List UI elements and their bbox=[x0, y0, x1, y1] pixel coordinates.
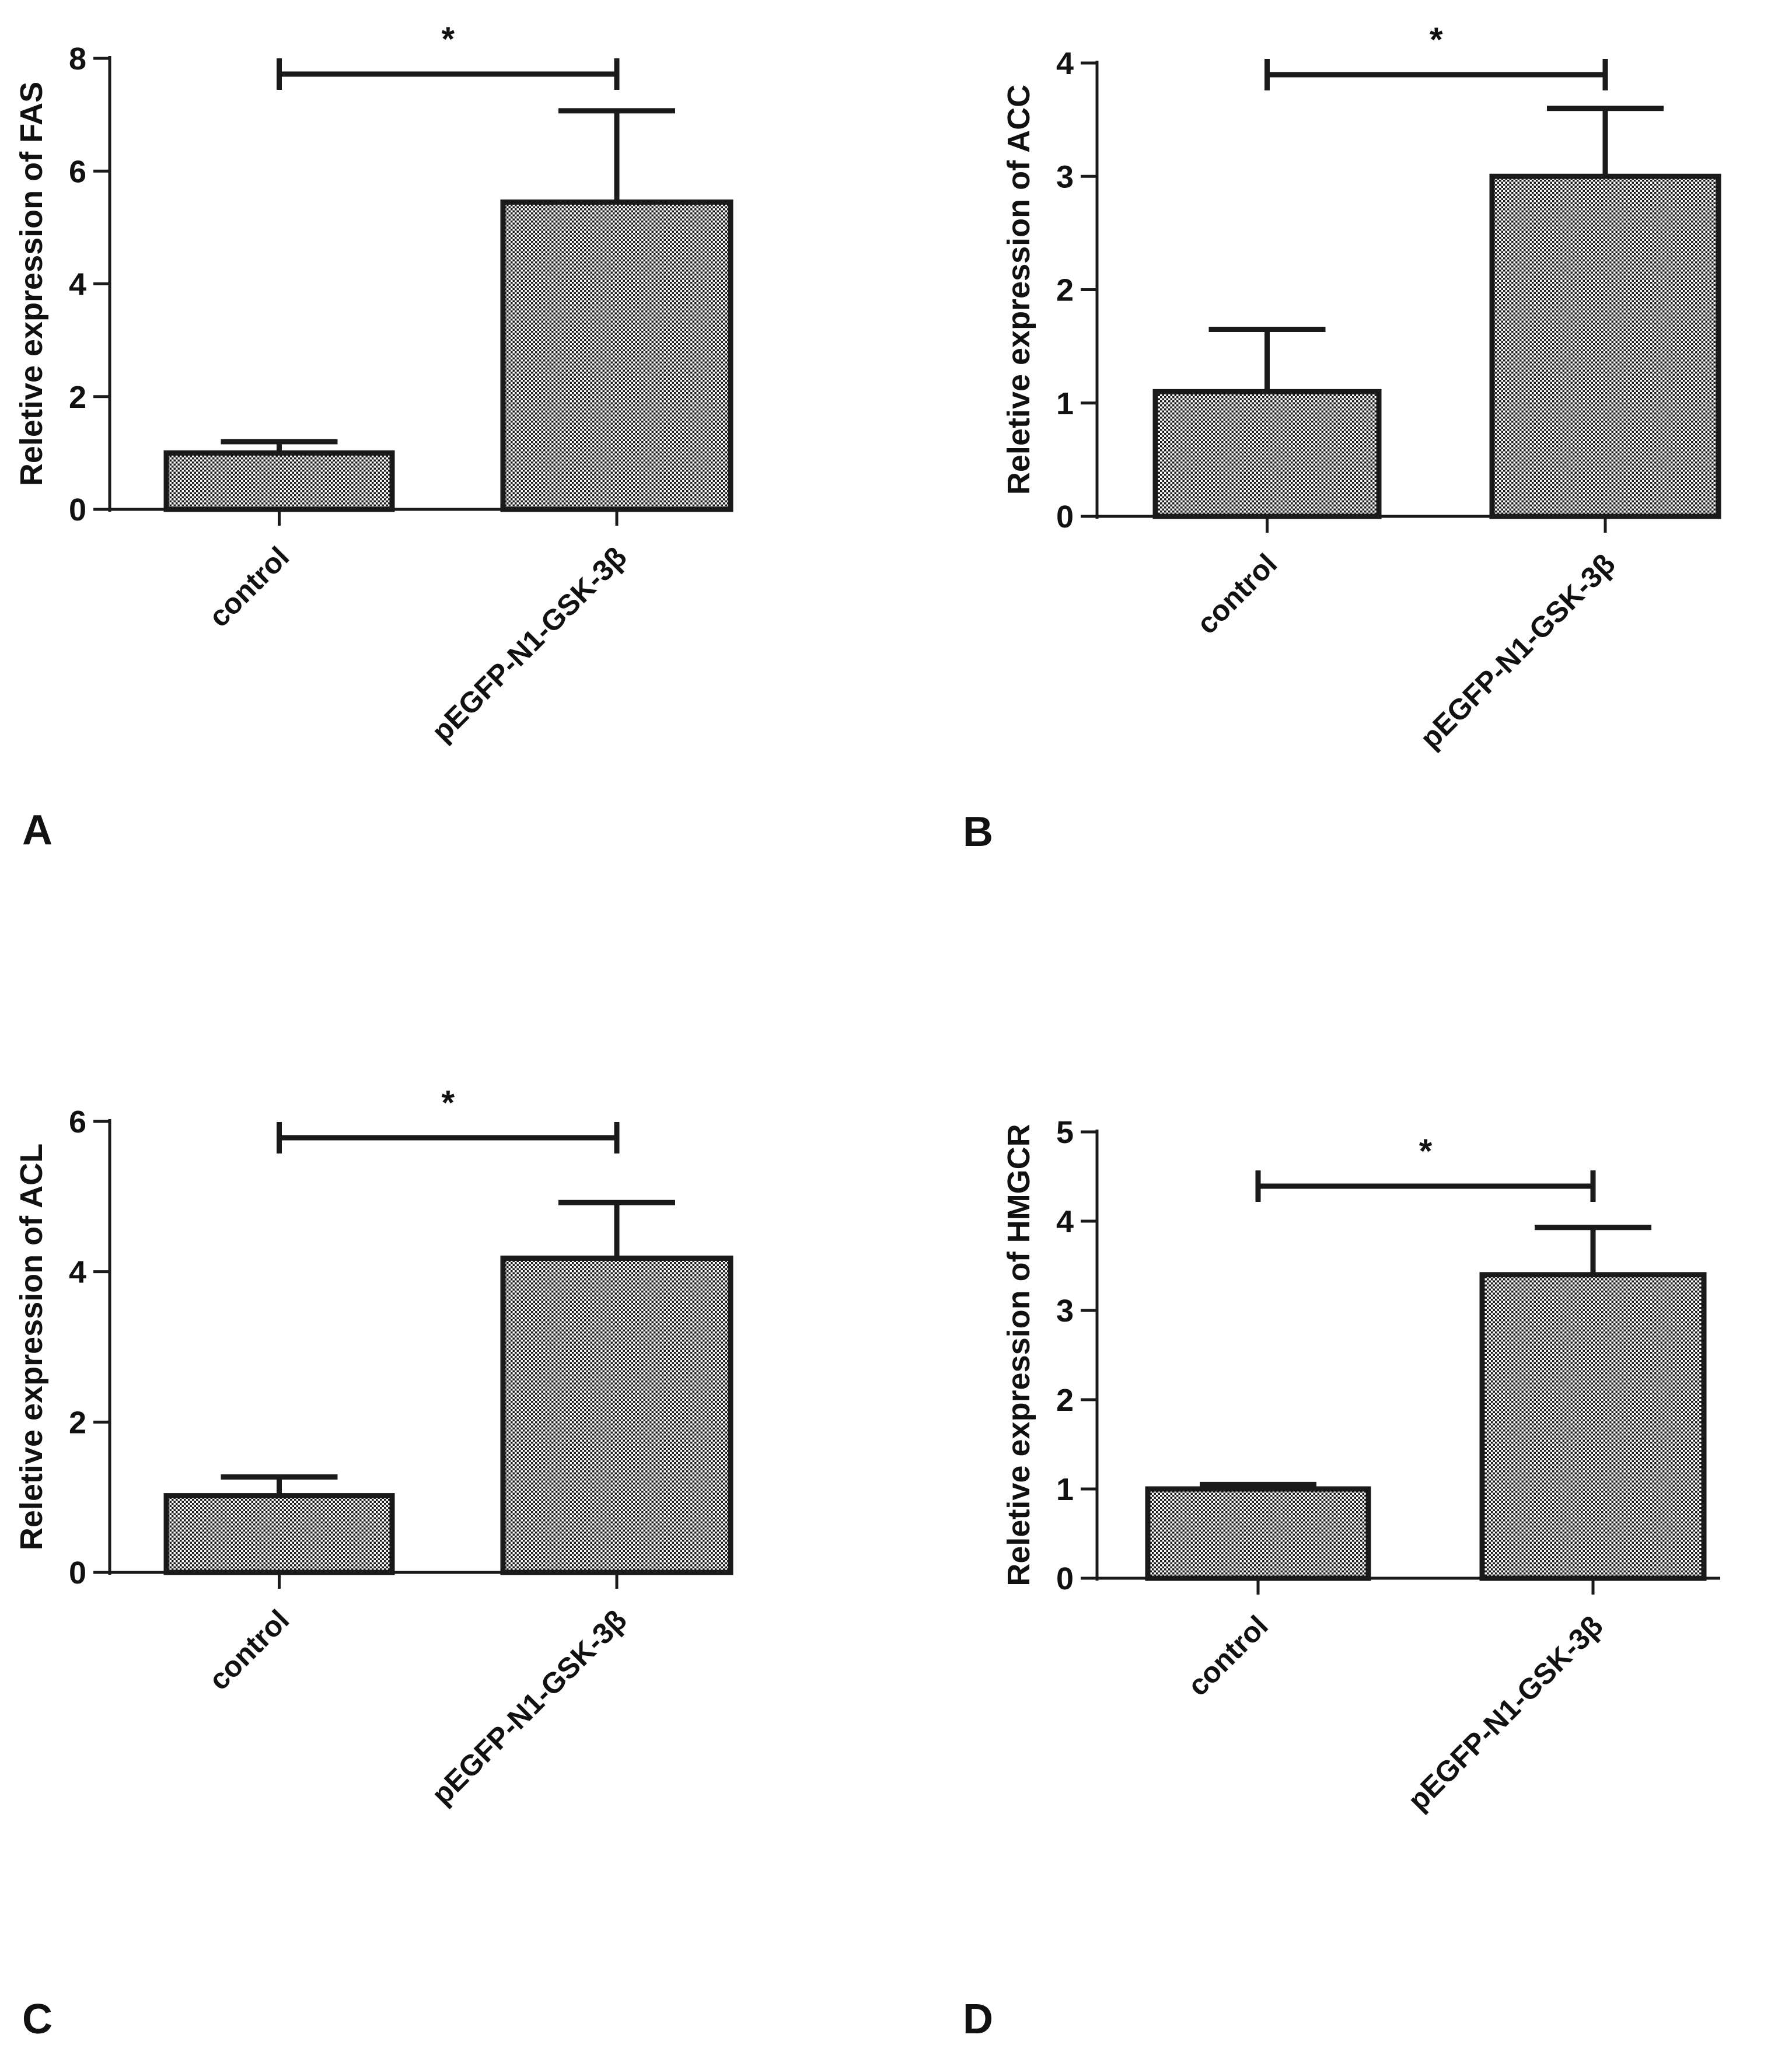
y-tick-label: 3 bbox=[1056, 159, 1074, 194]
y-tick-label: 3 bbox=[1056, 1294, 1074, 1329]
y-tick-label: 6 bbox=[69, 154, 86, 189]
x-tick-label: control bbox=[1181, 1609, 1274, 1702]
y-tick-label: 1 bbox=[1056, 386, 1074, 421]
bar-1 bbox=[1152, 389, 1382, 519]
y-tick-label: 0 bbox=[1056, 499, 1074, 534]
bar-1 bbox=[163, 450, 395, 512]
x-tick-label: control bbox=[202, 540, 295, 633]
y-tick-label: 0 bbox=[69, 1555, 86, 1590]
significance-star: * bbox=[1419, 1132, 1433, 1170]
y-axis-label: Reletive expression of ACL bbox=[14, 1144, 49, 1550]
y-tick-label: 1 bbox=[1056, 1472, 1074, 1507]
bar-2 bbox=[1489, 173, 1721, 519]
y-axis-label: Reletive expression of ACC bbox=[1001, 85, 1036, 495]
y-tick-label: 8 bbox=[69, 41, 86, 76]
x-tick-label: pEGFP-N1-GSK-3β bbox=[1414, 547, 1622, 755]
y-tick-label: 2 bbox=[1056, 1383, 1074, 1418]
bar-2 bbox=[500, 1255, 733, 1575]
chart-panel-B: 0 1 2 3 4 control pEGFP-N1-GSK-3β Reletive expr… bbox=[963, 21, 1721, 855]
x-tick-label: pEGFP-N1-GSK-3β bbox=[1402, 1609, 1609, 1817]
chart-panel-D: 0 1 2 3 4 5 control pEGFP-N1-GSK-3β Reletive exp… bbox=[963, 1115, 1720, 2043]
y-axis-label: Reletive expression of FAS bbox=[14, 82, 49, 486]
panel-letter: A bbox=[22, 807, 53, 854]
x-tick-label: control bbox=[1190, 547, 1283, 640]
y-tick-label: 4 bbox=[1056, 46, 1074, 81]
panel-letter: D bbox=[963, 1996, 993, 2043]
y-tick-label: 4 bbox=[69, 1255, 86, 1290]
significance-star: * bbox=[1430, 21, 1443, 59]
y-tick-label: 2 bbox=[1056, 273, 1074, 308]
y-axis-label: Reletive expression of HMGCR bbox=[1001, 1124, 1036, 1586]
x-tick-label: pEGFP-N1-GSK-3β bbox=[425, 1603, 633, 1811]
significance-star: * bbox=[441, 1084, 455, 1122]
y-tick-label: 0 bbox=[69, 492, 86, 527]
y-tick-label: 2 bbox=[69, 1405, 86, 1440]
significance-star: * bbox=[441, 20, 455, 58]
y-tick-label: 2 bbox=[69, 380, 86, 415]
y-tick-label: 4 bbox=[69, 267, 86, 302]
bar-1 bbox=[163, 1493, 395, 1575]
panel-letter: B bbox=[963, 809, 993, 855]
chart-panel-A: 0 2 4 6 8 control pEGFP-N1-GSK-3β Reletive expr… bbox=[14, 20, 733, 854]
panel-letter: C bbox=[22, 1996, 53, 2043]
bar-2 bbox=[1479, 1272, 1707, 1581]
y-tick-label: 5 bbox=[1056, 1115, 1074, 1150]
y-tick-label: 0 bbox=[1056, 1561, 1074, 1596]
x-tick-label: pEGFP-N1-GSK-3β bbox=[425, 540, 633, 748]
x-tick-label: control bbox=[202, 1603, 295, 1696]
y-tick-label: 6 bbox=[69, 1104, 86, 1139]
y-tick-label: 4 bbox=[1056, 1204, 1074, 1239]
chart-panel-C: 0 2 4 6 control pEGFP-N1-GSK-3β Reletive expre… bbox=[14, 1084, 733, 2043]
bar-2 bbox=[500, 199, 733, 512]
bar-1 bbox=[1145, 1486, 1371, 1581]
